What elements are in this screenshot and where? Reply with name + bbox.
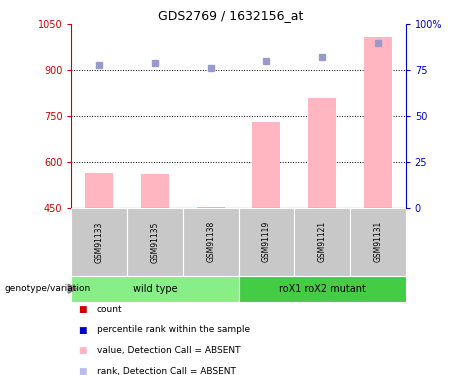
Bar [350, 208, 406, 276]
Text: rank, Detection Call = ABSENT: rank, Detection Call = ABSENT [97, 367, 236, 375]
Text: GSM91138: GSM91138 [206, 221, 215, 262]
Bar [197, 207, 225, 208]
Text: roX1 roX2 mutant: roX1 roX2 mutant [279, 284, 366, 294]
Text: ■: ■ [78, 326, 87, 334]
Bar [127, 208, 183, 276]
Text: GSM91119: GSM91119 [262, 221, 271, 262]
Bar [71, 208, 127, 276]
Bar [71, 276, 239, 302]
Bar [308, 98, 336, 208]
Bar [253, 122, 280, 208]
Text: value, Detection Call = ABSENT: value, Detection Call = ABSENT [97, 346, 240, 355]
Text: genotype/variation: genotype/variation [5, 284, 91, 293]
Text: ■: ■ [78, 367, 87, 375]
Text: ■: ■ [78, 305, 87, 314]
Polygon shape [68, 284, 77, 293]
Text: count: count [97, 305, 123, 314]
Bar [294, 208, 350, 276]
Bar [364, 37, 392, 208]
Bar [238, 208, 294, 276]
Bar [238, 276, 406, 302]
Text: percentile rank within the sample: percentile rank within the sample [97, 326, 250, 334]
Text: wild type: wild type [133, 284, 177, 294]
Text: GDS2769 / 1632156_at: GDS2769 / 1632156_at [158, 9, 303, 22]
Bar [85, 173, 113, 208]
Text: GSM91121: GSM91121 [318, 221, 327, 262]
Text: GSM91133: GSM91133 [95, 221, 104, 262]
Bar [141, 174, 169, 208]
Bar [183, 208, 238, 276]
Text: GSM91135: GSM91135 [150, 221, 160, 262]
Text: GSM91131: GSM91131 [373, 221, 382, 262]
Text: ■: ■ [78, 346, 87, 355]
